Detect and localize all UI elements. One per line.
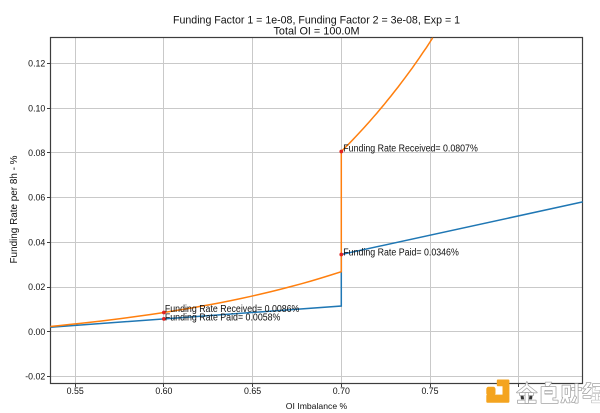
- svg-text:Funding Rate Paid= 0.0058%: Funding Rate Paid= 0.0058%: [165, 313, 281, 324]
- svg-text:0.55: 0.55: [67, 386, 84, 396]
- svg-text:0.60: 0.60: [155, 386, 172, 396]
- svg-text:0.65: 0.65: [244, 386, 261, 396]
- svg-text:Total OI = 100.0M: Total OI = 100.0M: [274, 25, 360, 37]
- svg-text:Funding Rate Received= 0.0807%: Funding Rate Received= 0.0807%: [343, 144, 478, 155]
- svg-text:Funding Rate Received= 0.0086%: Funding Rate Received= 0.0086%: [165, 304, 300, 315]
- svg-text:0.12: 0.12: [28, 59, 45, 69]
- svg-text:0.70: 0.70: [333, 386, 350, 396]
- svg-text:OI Imbalance %: OI Imbalance %: [286, 401, 348, 411]
- svg-text:0.08: 0.08: [28, 148, 45, 158]
- svg-text:0.04: 0.04: [28, 238, 45, 248]
- svg-text:0.00: 0.00: [28, 327, 45, 337]
- svg-text:0.10: 0.10: [28, 103, 45, 113]
- svg-text:Funding Factor 1 = 1e-08, Fund: Funding Factor 1 = 1e-08, Funding Factor…: [173, 14, 460, 26]
- svg-text:0.75: 0.75: [421, 386, 438, 396]
- svg-text:0.02: 0.02: [28, 282, 45, 292]
- svg-text:Funding Rate per 8h - %: Funding Rate per 8h - %: [9, 155, 20, 263]
- svg-text:Funding Rate Paid= 0.0346%: Funding Rate Paid= 0.0346%: [343, 247, 459, 258]
- svg-text:-0.02: -0.02: [25, 372, 45, 382]
- svg-text:0.06: 0.06: [28, 193, 45, 203]
